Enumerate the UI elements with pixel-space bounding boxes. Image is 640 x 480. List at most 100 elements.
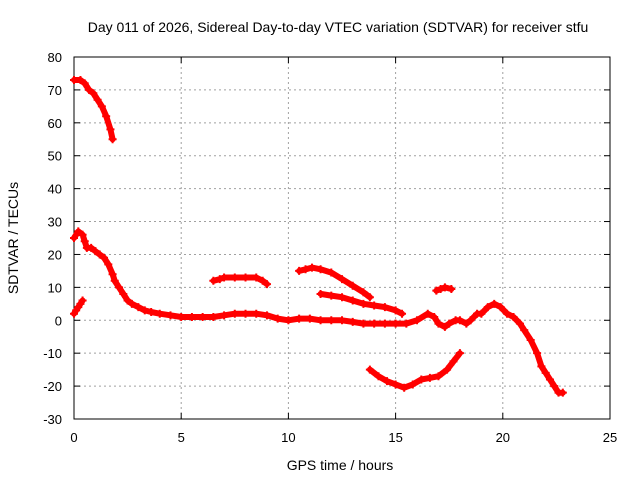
plot-frame [73,56,611,420]
data-point [423,309,432,318]
data-point [440,283,449,292]
data-point [462,319,471,328]
data-point [85,85,94,94]
y-tick-label: 60 [48,116,62,131]
data-point [147,308,156,317]
y-tick-label: 0 [55,313,62,328]
data-point [338,293,346,302]
data-series [70,76,567,397]
y-tick-label: 80 [48,50,62,65]
data-point [187,312,196,321]
data-point [503,309,512,318]
data-point [78,296,87,305]
series-line [71,228,566,396]
data-point [295,314,304,323]
series-arc-3 [70,296,87,318]
data-point [526,336,535,345]
data-point [252,273,261,282]
data-point [402,319,411,328]
grid [74,57,610,419]
data-point [108,135,117,144]
data-point [408,380,417,389]
data-point [515,319,524,328]
data-point [102,112,111,121]
data-point [380,319,389,328]
series-arc-8 [432,283,456,295]
data-point [348,296,357,305]
data-point [445,319,454,328]
data-point [70,234,78,242]
data-point [108,270,117,279]
data-point [348,281,357,290]
y-tick-label: -10 [43,346,62,361]
data-point [230,273,239,282]
data-point [95,250,104,259]
data-point [155,309,164,318]
y-tick-label: 30 [48,215,62,230]
data-point [80,79,89,88]
data-point [209,312,218,321]
data-point [374,372,383,381]
data-point [316,265,325,274]
data-point [545,375,554,384]
data-point [327,291,336,300]
data-point [417,375,426,384]
y-tick-label: 40 [48,182,62,197]
data-point [273,314,282,323]
data-point [327,316,336,325]
data-point [550,382,559,391]
data-point [100,253,109,262]
data-point [400,383,409,392]
data-point [391,306,400,315]
y-tick-label: 50 [48,149,62,164]
data-point [198,312,207,321]
data-point [258,276,267,285]
data-point [338,316,346,325]
data-point [215,275,224,284]
chart-title: Day 011 of 2026, Sidereal Day-to-day VTE… [88,19,589,35]
data-point [104,260,113,269]
data-point [447,285,456,294]
data-point [533,349,542,358]
data-point [115,283,124,292]
data-point [140,306,149,315]
data-point [391,319,400,328]
data-point [455,349,464,358]
data-point [440,322,449,331]
series-arc-1 [70,76,117,144]
series-arc-4 [209,273,271,289]
data-point [123,296,132,305]
data-point [391,380,400,389]
data-point [483,303,492,312]
data-point [262,280,271,289]
data-point [365,365,374,374]
data-point [241,273,250,282]
data-point [359,288,368,297]
x-tick-label: 15 [388,430,402,445]
y-tick-label: 70 [48,83,62,98]
data-point [220,273,229,282]
data-point [230,309,239,318]
data-point [359,299,368,308]
data-point [119,289,128,298]
x-tick-label: 10 [281,430,295,445]
y-tick-label: 10 [48,280,62,295]
data-point [327,268,336,277]
data-point [509,312,518,321]
data-point [436,285,445,294]
data-point [443,365,452,374]
y-tick-label: 20 [48,247,62,262]
x-axis-label: GPS time / hours [287,457,394,473]
data-point [241,309,250,318]
y-axis-label: SDTVAR / TECUs [5,182,21,294]
data-point [106,125,115,134]
ticks: 0 5 10 15 20 25 -30 -20 -10 0 10 20 30 40 50 60 70 80 [43,50,617,445]
data-point [134,303,143,312]
data-point [455,316,464,325]
data-point [425,373,434,382]
x-tick-label: 20 [496,430,510,445]
data-point [348,317,357,326]
data-point [398,309,407,318]
data-point [80,237,89,246]
